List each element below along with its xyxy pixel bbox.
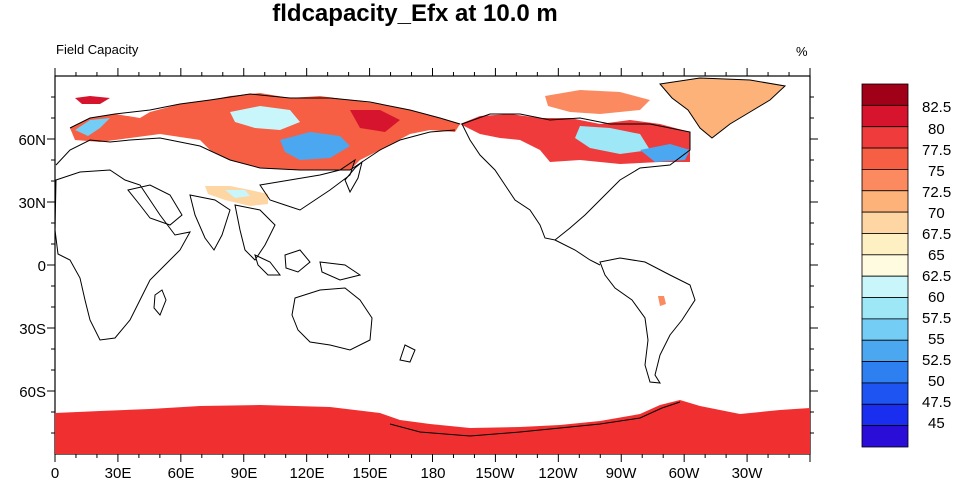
x-tick-label: 180 xyxy=(420,465,445,482)
region-eurasia-dark xyxy=(350,110,400,132)
colorbar-label: 72.5 xyxy=(922,184,951,201)
colorbar-labels: 82.5 80 77.5 75 72.5 70 67.5 65 62.5 60 … xyxy=(922,99,951,432)
y-tick-label: 30N xyxy=(18,195,46,212)
coastlines xyxy=(54,77,787,437)
colorbar-label: 55 xyxy=(928,331,945,348)
coast-china xyxy=(259,158,356,211)
colorbar-label: 47.5 xyxy=(922,394,951,411)
units-label: % xyxy=(796,44,808,59)
y-tick-label: 0 xyxy=(38,258,46,275)
x-tick-label: 120E xyxy=(289,465,324,482)
colorbar xyxy=(861,83,909,448)
x-tick-label: 60W xyxy=(669,465,701,482)
region-andes-patch xyxy=(658,296,666,306)
coast-europe xyxy=(55,129,456,171)
coast-greenland xyxy=(659,77,787,139)
data-layer xyxy=(55,78,810,454)
region-hudson-blue xyxy=(575,126,650,154)
y-tick-label: 60S xyxy=(19,384,46,401)
y-tick-label: 60N xyxy=(18,132,46,149)
coast-borneo xyxy=(284,249,311,273)
region-central-asia-blue xyxy=(225,190,250,198)
colorbar-box xyxy=(861,275,909,298)
region-labrador-blue xyxy=(640,144,690,162)
colorbar-label: 60 xyxy=(928,289,945,306)
region-eurasia-light xyxy=(230,106,300,130)
x-tick-label: 30E xyxy=(105,465,132,482)
coast-new-zealand xyxy=(399,344,416,363)
colorbar-box xyxy=(861,211,909,234)
colorbar-box xyxy=(861,147,909,170)
region-siberia-blue xyxy=(280,132,350,160)
colorbar-box xyxy=(861,297,909,320)
region-antarctica xyxy=(55,400,810,454)
colorbar-box xyxy=(861,403,909,427)
x-tick-label: 90E xyxy=(231,465,258,482)
region-scandinavia-blue xyxy=(75,118,110,136)
coast-madagascar xyxy=(153,289,167,316)
colorbar-label: 80 xyxy=(928,121,945,138)
coast-north-america xyxy=(461,113,691,241)
y-tick-label: 30S xyxy=(19,321,46,338)
x-tick-label: 60E xyxy=(168,465,195,482)
colorbar-label: 75 xyxy=(928,163,945,180)
colorbar-box xyxy=(861,169,909,192)
coast-arabia xyxy=(127,184,183,226)
colorbar-label: 77.5 xyxy=(922,142,951,159)
colorbar-box xyxy=(861,318,909,341)
coast-africa xyxy=(54,169,191,341)
colorbar-box xyxy=(861,361,909,384)
region-arctic-islands xyxy=(545,90,650,114)
colorbar-label: 52.5 xyxy=(922,352,951,369)
x-tick-label: 30W xyxy=(732,465,764,482)
x-tick-label: 90W xyxy=(606,465,638,482)
colorbar-label: 45 xyxy=(928,415,945,432)
coast-india xyxy=(189,194,231,251)
region-svalbard xyxy=(75,96,110,104)
colorbar-label: 57.5 xyxy=(922,310,951,327)
x-tick-label: 120W xyxy=(538,465,578,482)
colorbar-label: 65 xyxy=(928,247,945,264)
coast-se-asia xyxy=(234,204,276,261)
colorbar-label: 82.5 xyxy=(922,99,951,116)
plot-title: fldcapacity_Efx at 10.0 m xyxy=(272,0,558,27)
colorbar-box xyxy=(861,254,909,277)
colorbar-label: 70 xyxy=(928,205,945,222)
x-tick-label: 0 xyxy=(51,465,59,482)
left-subtitle: Field Capacity xyxy=(56,42,139,57)
coast-south-america xyxy=(599,257,696,384)
coast-australia xyxy=(291,287,373,351)
coast-japan xyxy=(344,160,363,194)
colorbar-label: 62.5 xyxy=(922,268,951,285)
x-tick-label: 150E xyxy=(352,465,387,482)
colorbar-box xyxy=(861,190,909,213)
region-greenland xyxy=(660,78,785,138)
colorbar-box xyxy=(861,104,909,128)
colorbar-box xyxy=(861,233,909,256)
coast-central-america xyxy=(554,239,601,266)
colorbar-box xyxy=(861,339,909,362)
colorbar-box xyxy=(861,126,909,149)
x-tick-label: 150W xyxy=(475,465,515,482)
coast-antarctica xyxy=(389,401,681,437)
colorbar-box xyxy=(861,83,909,106)
colorbar-box xyxy=(861,382,909,405)
x-tick-labels: 0 30E 60E 90E 120E 150E 180 150W 120W 90… xyxy=(51,465,763,482)
colorbar-box xyxy=(861,425,909,448)
colorbar-label: 50 xyxy=(928,373,945,390)
y-tick-labels: 60N 30N 0 30S 60S xyxy=(18,132,46,401)
coast-eurasia-arctic xyxy=(69,93,461,129)
coast-new-guinea xyxy=(319,261,362,281)
colorbar-label: 67.5 xyxy=(922,226,951,243)
coast-sumatra xyxy=(254,254,282,276)
axis-ticks xyxy=(47,68,818,462)
